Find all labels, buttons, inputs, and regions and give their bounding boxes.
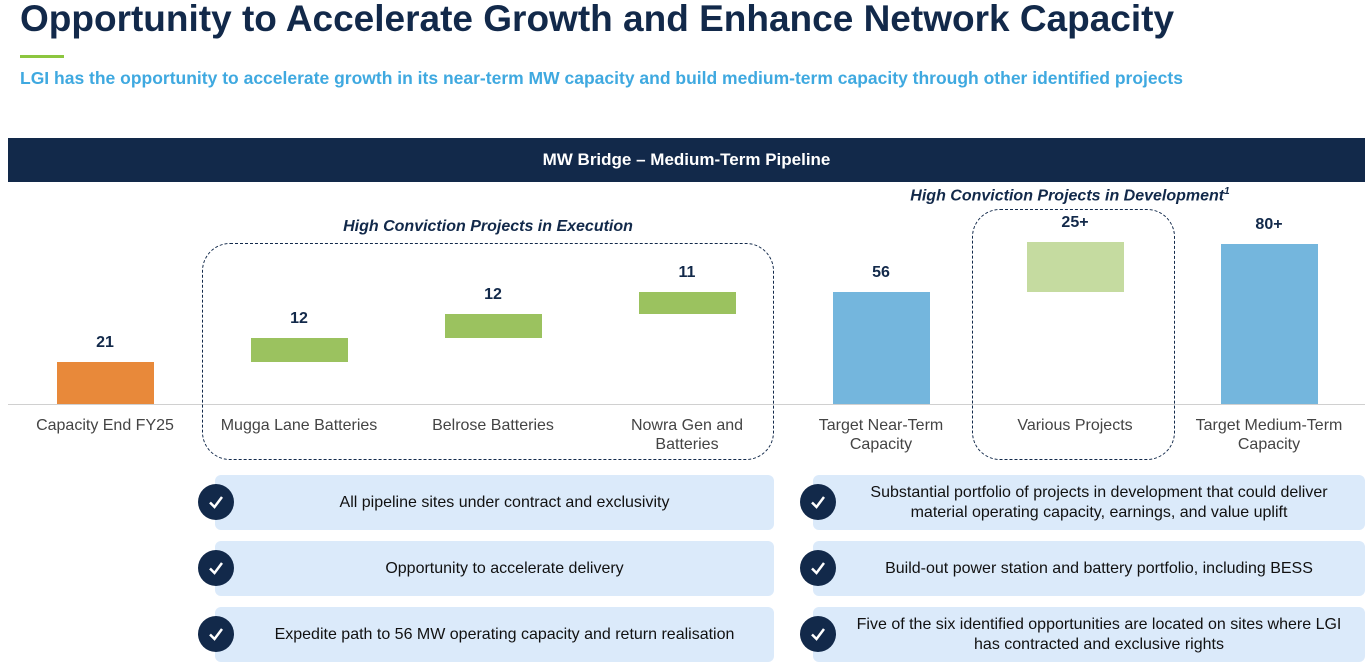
check-icon	[800, 616, 836, 652]
value-label: 11	[678, 264, 696, 281]
category-label: Target Near-Term Capacity	[818, 417, 944, 453]
value-label: 12	[484, 286, 502, 303]
baseline	[8, 404, 1365, 405]
chart-title: MW Bridge – Medium-Term Pipeline	[8, 138, 1365, 182]
check-icon	[198, 550, 234, 586]
group-box	[202, 243, 774, 460]
annotation: High Conviction Projects in Development1	[910, 186, 1229, 205]
bar	[1220, 244, 1318, 404]
bar	[444, 314, 542, 338]
point-box: Expedite path to 56 MW operating capacit…	[215, 607, 774, 662]
value-label: 56	[872, 264, 890, 281]
point-box: Substantial portfolio of projects in dev…	[813, 475, 1365, 530]
value-label: 25+	[1061, 214, 1089, 231]
title: Opportunity to Accelerate Growth and Enh…	[20, 0, 1175, 39]
value-label: 80+	[1255, 216, 1283, 233]
check-circle	[198, 484, 234, 520]
check-mark	[811, 496, 825, 509]
check-circle	[800, 484, 836, 520]
check-circle	[198, 616, 234, 652]
category-label: Belrose Batteries	[432, 417, 554, 434]
bar	[56, 362, 154, 404]
category-label: Various Projects	[1017, 417, 1133, 434]
category-label: Mugga Lane Batteries	[220, 417, 378, 434]
annotation: High Conviction Projects in Execution	[343, 218, 633, 235]
point-box: Five of the six identified opportunities…	[813, 607, 1365, 662]
check-mark	[811, 562, 825, 575]
bar	[250, 338, 348, 362]
footnote-marker: 1	[1224, 186, 1230, 197]
check-mark	[811, 628, 825, 641]
check-circle	[800, 550, 836, 586]
subtitle: LGI has the opportunity to accelerate gr…	[20, 68, 1183, 88]
bar	[832, 292, 930, 404]
check-circle	[800, 616, 836, 652]
check-circle	[198, 550, 234, 586]
check-icon	[800, 484, 836, 520]
bar	[638, 292, 736, 314]
point-box: Opportunity to accelerate delivery	[215, 541, 774, 596]
check-mark	[209, 562, 223, 575]
accent-line	[20, 55, 64, 58]
group-box	[972, 209, 1175, 460]
check-icon	[198, 616, 234, 652]
check-icon	[800, 550, 836, 586]
check-mark	[209, 628, 223, 641]
bar	[1026, 242, 1124, 292]
point-box: All pipeline sites under contract and ex…	[215, 475, 774, 530]
check-icon	[198, 484, 234, 520]
value-label: 12	[290, 310, 308, 327]
point-box: Build-out power station and battery port…	[813, 541, 1365, 596]
value-label: 21	[96, 334, 114, 351]
category-label: Nowra Gen and Batteries	[630, 417, 744, 453]
category-label: Capacity End FY25	[36, 417, 174, 434]
check-mark	[209, 496, 223, 509]
category-label: Target Medium-Term Capacity	[1195, 417, 1343, 453]
annotation-text: High Conviction Projects in Development	[910, 187, 1225, 205]
